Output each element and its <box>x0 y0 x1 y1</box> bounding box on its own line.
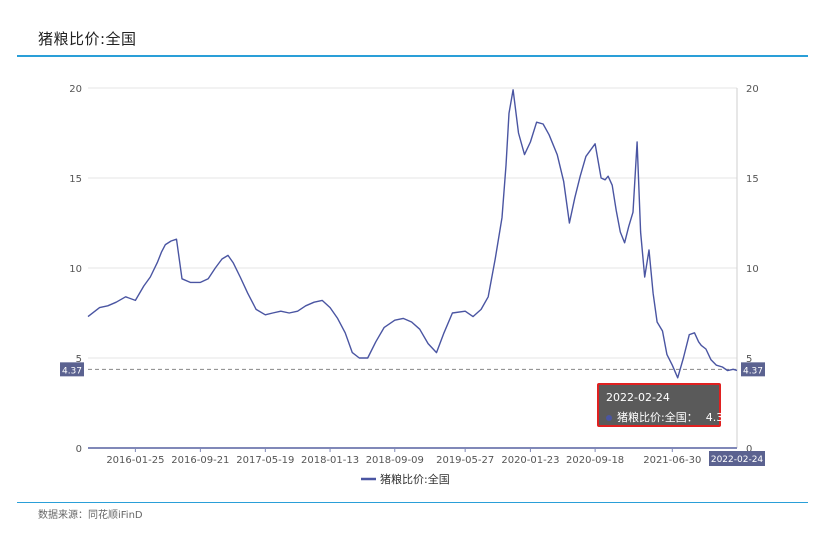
markline: 4.37 4.37 <box>60 362 765 377</box>
markline-badge-right <box>741 362 765 377</box>
page-title: 猪粮比价:全国 <box>38 30 137 48</box>
y-tick-label-right: 15 <box>746 174 759 185</box>
tooltip-row: 猪粮比价:全国： 4.31 <box>606 409 730 425</box>
tooltip-label: 猪粮比价:全国： <box>617 411 698 424</box>
data-source: 数据来源：同花顺iFinD <box>38 510 143 521</box>
y-axis-right: 0 5 10 15 20 <box>746 84 759 455</box>
markline-label-left: 4.37 <box>62 366 82 376</box>
x-tick-label: 2016-09-21 <box>171 455 229 466</box>
markline-label-right: 4.37 <box>743 366 763 376</box>
x-tick-label: 2018-01-13 <box>301 455 359 466</box>
footer-divider <box>17 502 808 503</box>
x-tick-label: 2021-06-30 <box>643 455 701 466</box>
x-tick-label: 2020-01-23 <box>501 455 559 466</box>
y-tick-label-left: 0 <box>76 444 82 455</box>
x-axis: 2016-01-25 2016-09-21 2017-05-19 2018-01-13… <box>88 447 737 466</box>
y-tick-label-right: 5 <box>746 354 752 365</box>
y-tick-label-right: 0 <box>746 444 752 455</box>
x-axis-end-label: 2022-02-24 <box>709 451 765 466</box>
y-tick-label-left: 5 <box>76 354 82 365</box>
series-line <box>87 89 738 379</box>
markline-badge-left <box>60 362 84 377</box>
tooltip-value: 4.31 <box>705 411 731 424</box>
end-date-label: 2022-02-24 <box>711 455 764 465</box>
tooltip-date: 2022-02-24 <box>606 391 670 404</box>
x-tick-label: 2020-09-18 <box>566 455 624 466</box>
series-dot-icon <box>606 415 612 421</box>
title-divider <box>17 55 808 57</box>
legend: 猪粮比价:全国 <box>361 472 450 486</box>
y-tick-label-left: 10 <box>69 264 82 275</box>
y-tick-label-right: 10 <box>746 264 759 275</box>
y-tick-label-left: 20 <box>69 84 82 95</box>
x-tick-label: 2017-05-19 <box>236 455 294 466</box>
y-axis-left: 0 5 10 15 20 <box>69 84 82 455</box>
x-tick-label: 2018-09-09 <box>366 455 424 466</box>
x-tick-label: 2016-01-25 <box>106 455 164 466</box>
data-tooltip: 2022-02-24 猪粮比价:全国： 4.31 <box>597 383 730 427</box>
end-date-badge <box>709 451 765 466</box>
x-tick-label: 2019-05-27 <box>436 455 494 466</box>
y-tick-label-right: 20 <box>746 84 759 95</box>
y-tick-label-left: 15 <box>69 174 82 185</box>
legend-label: 猪粮比价:全国 <box>380 472 450 486</box>
